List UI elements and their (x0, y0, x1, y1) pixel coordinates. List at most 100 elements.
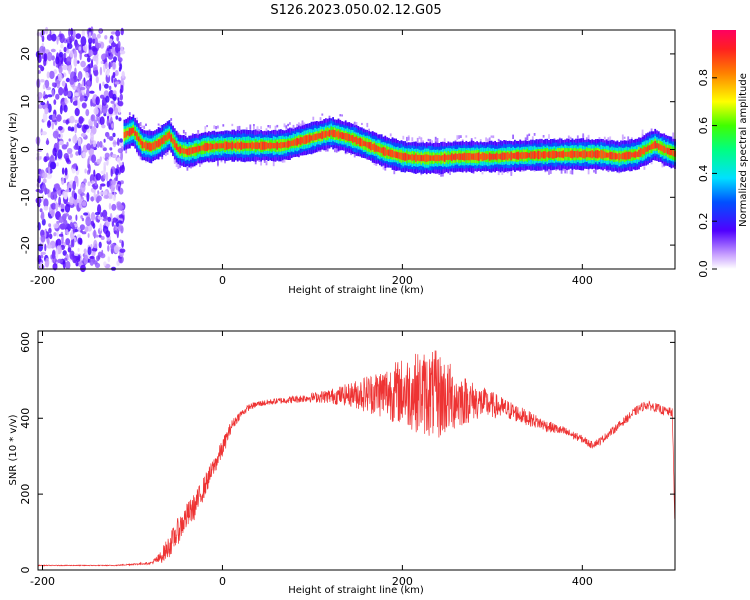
heatmap-cell (353, 121, 356, 125)
heatmap-cell (69, 196, 74, 206)
heatmap-cell (107, 245, 110, 252)
heatmap-cell (389, 149, 392, 157)
heatmap-cell (582, 135, 585, 140)
heatmap-cell (582, 150, 585, 159)
heatmap-cell (143, 125, 146, 130)
heatmap-cell (99, 83, 102, 92)
heatmap-cell (287, 123, 289, 127)
heatmap-cell (56, 35, 59, 45)
heatmap-cell (461, 153, 464, 160)
heatmap-cell (195, 146, 198, 153)
heatmap-cell (359, 137, 361, 146)
heatmap-cell (110, 168, 113, 177)
heatmap-cell (90, 98, 93, 107)
heatmap-cell (654, 140, 657, 149)
heatmap-cell (465, 135, 468, 138)
heatmap-cell (136, 132, 138, 141)
heatmap-cell (478, 152, 480, 161)
heatmap-cell (647, 145, 649, 152)
heatmap-cell (661, 145, 664, 152)
heatmap-cell (74, 123, 78, 134)
heatmap-cell (460, 135, 462, 138)
heatmap-cell (46, 120, 52, 128)
heatmap-cell (299, 136, 302, 145)
heatmap-cell (86, 143, 91, 151)
heatmap-cell (533, 133, 536, 136)
heatmap-cell (445, 155, 448, 160)
heatmap-cell (112, 93, 117, 102)
heatmap-cell (173, 159, 176, 164)
heatmap-cell (643, 146, 646, 155)
heatmap-cell (75, 33, 82, 39)
heatmap-cell (204, 130, 207, 133)
heatmap-cell (618, 153, 621, 161)
heatmap-cell (69, 222, 74, 227)
heatmap-cell (312, 116, 315, 121)
heatmap-cell (118, 185, 121, 192)
heatmap-cell (544, 151, 547, 159)
heatmap-cell (492, 135, 495, 139)
heatmap-cell (116, 36, 120, 42)
heatmap-cell (177, 165, 180, 169)
heatmap-cell (43, 53, 48, 62)
heatmap-cell (301, 137, 304, 144)
heatmap-cell (47, 94, 53, 98)
heatmap-cell (497, 138, 500, 141)
heatmap-cell (330, 130, 333, 136)
heatmap-cell (587, 151, 590, 158)
heatmap-cell (458, 135, 460, 139)
heatmap-cell (474, 153, 477, 160)
heatmap-cell (103, 195, 109, 199)
heatmap-cell (389, 133, 392, 137)
heatmap-cell (585, 151, 588, 158)
heatmap-cell (562, 150, 565, 159)
heatmap-cell (456, 153, 459, 160)
spectrogram-xtick-label: -200 (30, 274, 55, 287)
heatmap-cell (157, 139, 160, 148)
heatmap-cell (58, 134, 61, 138)
heatmap-cell (65, 238, 71, 246)
heatmap-cell (88, 31, 92, 39)
heatmap-cell (244, 142, 246, 149)
heatmap-cell (92, 47, 98, 56)
snr-ytick-label: 400 (19, 408, 32, 429)
heatmap-cell (98, 241, 102, 249)
heatmap-cell (260, 126, 262, 129)
heatmap-cell (112, 217, 118, 223)
heatmap-cell (384, 147, 387, 157)
heatmap-cell (40, 101, 46, 106)
heatmap-cell (118, 214, 125, 219)
heatmap-cell (530, 151, 532, 159)
heatmap-cell (105, 74, 111, 84)
heatmap-cell (598, 137, 601, 140)
heatmap-cell (72, 135, 78, 144)
heatmap-cell (402, 135, 405, 140)
heatmap-cell (332, 129, 334, 137)
heatmap-cell (56, 114, 62, 122)
heatmap-cell (612, 152, 615, 160)
heatmap-cell (407, 136, 410, 141)
heatmap-cell (508, 153, 511, 159)
heatmap-cell (373, 163, 376, 166)
heatmap-cell (41, 194, 45, 202)
heatmap-cell (73, 49, 78, 60)
heatmap-cell (542, 135, 545, 138)
heatmap-cell (393, 169, 396, 175)
heatmap-cell (91, 154, 97, 163)
heatmap-cell (370, 142, 372, 151)
heatmap-cell (292, 139, 295, 146)
heatmap-cell (487, 154, 489, 160)
heatmap-cell (609, 151, 612, 160)
heatmap-cell (119, 164, 125, 174)
heatmap-cell (80, 60, 86, 68)
heatmap-cell (488, 152, 491, 161)
heatmap-cell (469, 152, 471, 161)
heatmap-cell (67, 244, 71, 248)
heatmap-cell (42, 112, 48, 122)
heatmap-cell (607, 152, 610, 158)
heatmap-cell (481, 152, 484, 161)
heatmap-cell (339, 132, 342, 138)
spectrogram-xlabel: Height of straight line (km) (288, 285, 424, 296)
heatmap-cell (65, 189, 70, 193)
heatmap-cell (63, 213, 69, 217)
